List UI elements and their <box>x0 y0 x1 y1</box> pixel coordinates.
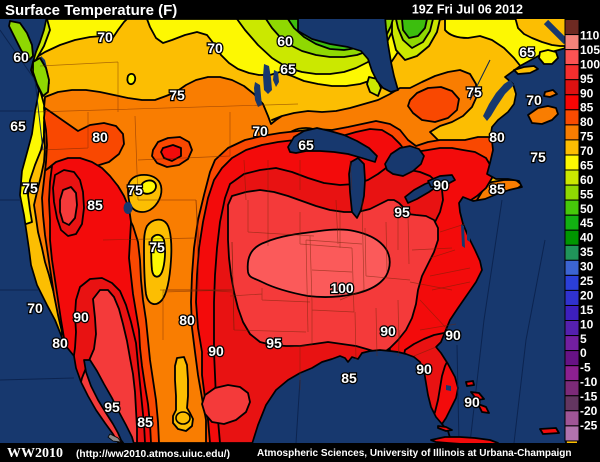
svg-text:55: 55 <box>580 187 594 201</box>
svg-text:WW2010: WW2010 <box>7 446 63 461</box>
svg-text:80: 80 <box>580 115 594 129</box>
svg-text:Atmospheric Sciences, Universi: Atmospheric Sciences, University of Illi… <box>257 448 572 459</box>
svg-text:65: 65 <box>519 44 535 60</box>
svg-text:75: 75 <box>530 149 546 165</box>
svg-text:90: 90 <box>464 394 480 410</box>
svg-text:40: 40 <box>580 231 594 245</box>
svg-text:85: 85 <box>137 414 153 430</box>
svg-text:95: 95 <box>104 399 120 415</box>
svg-text:90: 90 <box>73 309 89 325</box>
svg-text:65: 65 <box>10 118 26 134</box>
svg-text:60: 60 <box>580 173 594 187</box>
svg-text:75: 75 <box>149 239 165 255</box>
svg-text:85: 85 <box>341 370 357 386</box>
svg-text:70: 70 <box>97 29 113 45</box>
svg-text:80: 80 <box>179 312 195 328</box>
svg-text:65: 65 <box>298 137 314 153</box>
svg-text:Surface Temperature (F): Surface Temperature (F) <box>5 2 177 19</box>
svg-text:90: 90 <box>433 177 449 193</box>
svg-text:110: 110 <box>580 29 600 43</box>
svg-text:-20: -20 <box>580 404 598 418</box>
svg-text:-25: -25 <box>580 418 598 432</box>
svg-text:75: 75 <box>580 130 594 144</box>
svg-text:30: 30 <box>580 260 594 274</box>
svg-text:80: 80 <box>52 335 68 351</box>
svg-text:90: 90 <box>445 327 461 343</box>
svg-text:75: 75 <box>466 84 482 100</box>
svg-text:10: 10 <box>580 317 594 331</box>
svg-text:80: 80 <box>92 129 108 145</box>
svg-text:85: 85 <box>87 197 103 213</box>
svg-text:95: 95 <box>580 72 594 86</box>
svg-text:85: 85 <box>580 101 594 115</box>
svg-text:90: 90 <box>416 361 432 377</box>
svg-text:85: 85 <box>489 181 505 197</box>
svg-text:95: 95 <box>394 204 410 220</box>
svg-text:70: 70 <box>27 300 43 316</box>
svg-text:19Z Fri Jul 06 2012: 19Z Fri Jul 06 2012 <box>412 3 523 17</box>
svg-text:70: 70 <box>252 123 268 139</box>
svg-text:90: 90 <box>580 86 594 100</box>
svg-text:70: 70 <box>207 40 223 56</box>
svg-text:75: 75 <box>169 87 185 103</box>
svg-text:(http://ww2010.atmos.uiuc.edu/: (http://ww2010.atmos.uiuc.edu/) <box>76 449 230 460</box>
svg-text:-10: -10 <box>580 375 598 389</box>
svg-text:0: 0 <box>580 346 587 360</box>
svg-text:90: 90 <box>208 343 224 359</box>
svg-text:75: 75 <box>22 180 38 196</box>
svg-text:15: 15 <box>580 303 594 317</box>
svg-text:95: 95 <box>266 335 282 351</box>
svg-text:70: 70 <box>526 92 542 108</box>
svg-text:80: 80 <box>489 129 505 145</box>
svg-text:45: 45 <box>580 216 594 230</box>
svg-text:60: 60 <box>13 49 29 65</box>
svg-text:50: 50 <box>580 202 594 216</box>
svg-text:105: 105 <box>580 43 600 57</box>
svg-text:35: 35 <box>580 245 594 259</box>
svg-text:100: 100 <box>580 57 600 71</box>
svg-text:5: 5 <box>580 332 587 346</box>
svg-text:60: 60 <box>277 33 293 49</box>
svg-text:-15: -15 <box>580 390 598 404</box>
svg-text:75: 75 <box>127 182 143 198</box>
svg-text:25: 25 <box>580 274 594 288</box>
svg-text:70: 70 <box>580 144 594 158</box>
svg-text:20: 20 <box>580 288 594 302</box>
svg-text:100: 100 <box>330 280 354 296</box>
svg-text:65: 65 <box>580 159 594 173</box>
svg-text:-5: -5 <box>580 361 591 375</box>
svg-text:65: 65 <box>280 61 296 77</box>
svg-text:90: 90 <box>380 323 396 339</box>
